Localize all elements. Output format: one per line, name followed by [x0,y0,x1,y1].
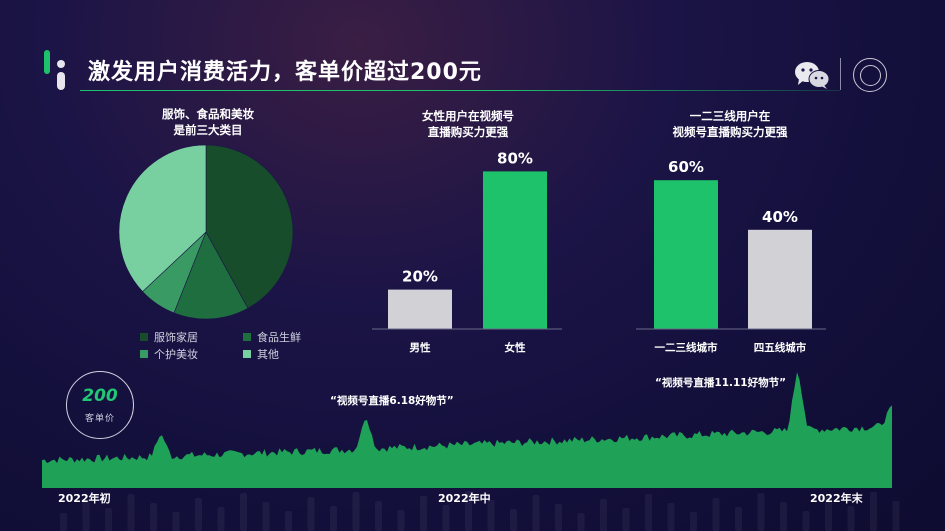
gender-bar-chart: 20% 男性 80% 女性 [372,149,562,354]
bar-value-label: 60% [668,158,704,176]
title-divider [80,90,840,91]
background-candle [712,498,720,531]
brand-logo-icon [44,50,65,90]
legend-label: 食品生鲜 [257,331,301,344]
background-candle [667,503,675,531]
background-candle [780,502,787,531]
background-candles [60,491,900,531]
bar-category-label: 女性 [505,341,526,354]
bar [483,171,547,329]
background-candle [217,507,225,531]
background-candle [127,494,135,531]
background-candle [442,505,450,531]
bar-category-label: 男性 [410,341,431,354]
legend-swatch [140,350,148,358]
wechat-icon [795,62,830,89]
background-candle [195,498,202,531]
background-candle [105,508,112,531]
legend-swatch [243,333,251,341]
background-candle [555,504,562,531]
legend-item: 其他 [243,346,279,362]
x-tick-end: 2022年末 [810,492,863,505]
kpi-value: 200 [82,386,118,406]
bar-category-label: 一二三线城市 [655,341,718,354]
background-candle [532,495,540,531]
background-candle [892,501,900,531]
background-candle [172,512,180,531]
pie-title: 服饰、食品和美妆 是前三大类目 [120,106,296,138]
bar [654,180,718,329]
pie-title-line-2: 是前三大类目 [173,123,243,137]
legend-label: 服饰家居 [154,331,198,344]
background-candle [330,506,337,531]
pie-title-line-1: 服饰、食品和美妆 [162,107,254,121]
order-value-area-chart [42,372,892,488]
seal-logo-icon [853,58,887,92]
x-tick-mid: 2022年中 [438,492,491,505]
background-candle [352,492,360,531]
background-candle [375,501,382,531]
city-title-line-1: 一二三线用户在 [689,109,771,123]
page-title: 激发用户消费活力，客单价超过200元 [88,60,482,85]
legend-swatch [140,333,148,341]
area-series [42,372,892,488]
background-candle [262,502,270,531]
background-candle [487,500,495,531]
background-candle [240,493,247,531]
city-bar-chart: 60% 一二三线城市 40% 四五线城市 [636,158,826,354]
background-candle [757,493,765,531]
bar-category-label: 四五线城市 [754,341,807,354]
city-title-line-2: 视频号直播购买力更强 [672,125,788,139]
background-candle [60,513,67,531]
background-candle [690,512,697,531]
background-candle [577,513,585,531]
legend-label: 其他 [257,348,279,361]
gender-title-line-2: 直播购买力更强 [427,125,509,139]
pie-slice [118,144,207,292]
background-candle [510,509,517,531]
kpi-ring: 200 客单价 [66,371,134,439]
annotation-1111: “视频号直播11.11好物节” [655,377,787,389]
legend-label: 个护美妆 [154,348,198,361]
gender-chart-title: 女性用户在视频号 直播购买力更强 [378,108,558,140]
pie-slice [173,231,249,320]
bar-value-label: 40% [762,208,798,226]
background-candle [397,510,405,531]
background-candle [802,511,810,531]
pie-slice [205,144,294,309]
background-candle [307,497,315,531]
background-candle [825,497,832,531]
legend-item: 个护美妆 [140,346,198,362]
city-chart-title: 一二三线用户在 视频号直播购买力更强 [630,108,830,140]
header-divider [840,58,841,90]
background-candle [847,506,855,531]
kpi-label: 客单价 [84,414,115,424]
bar [388,289,452,329]
legend-item: 食品生鲜 [243,329,301,345]
background-candle [645,494,652,531]
bar-value-label: 80% [497,149,533,167]
pie-chart [118,144,294,320]
background-candle [870,492,877,531]
bar [748,229,812,329]
background-candle [735,507,742,531]
background-candle [150,503,157,531]
background-candle [600,499,607,531]
legend-item: 服饰家居 [140,329,198,345]
background-candle [285,511,292,531]
bar-value-label: 20% [402,268,438,286]
background-candle [420,496,427,531]
annotation-618: “视频号直播6.18好物节” [330,395,454,407]
gender-title-line-1: 女性用户在视频号 [422,109,514,123]
background-candle [82,499,90,531]
background-candle [622,508,630,531]
legend-swatch [243,350,251,358]
x-tick-start: 2022年初 [58,492,111,505]
background-candle [465,491,472,531]
